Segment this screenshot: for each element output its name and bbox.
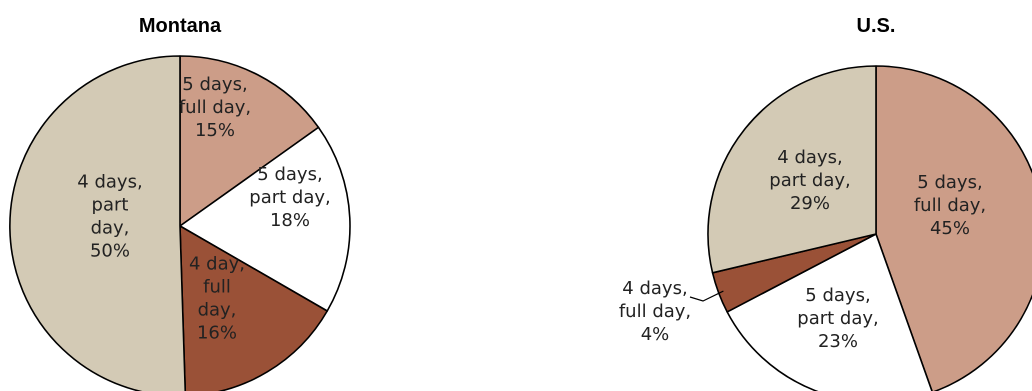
us-slice-0 bbox=[875, 65, 1032, 391]
montana-slice-label-1: 5 days, part day, 18% bbox=[249, 164, 330, 231]
montana-slice-label-0: 5 days, full day, 15% bbox=[179, 74, 251, 141]
montana-slice-1 bbox=[179, 126, 351, 312]
montana-slice-0 bbox=[179, 55, 320, 227]
us-slice-label-1: 5 days, part day, 23% bbox=[797, 285, 878, 352]
us-slice-label-2: 4 days, full day, 4% bbox=[619, 278, 691, 345]
us-slice-label-0: 5 days, full day, 45% bbox=[914, 172, 986, 239]
montana-slice-label-3: 4 days, part day, 50% bbox=[77, 172, 142, 262]
us-chart-title: U.S. bbox=[857, 15, 896, 37]
us-slice-1 bbox=[726, 233, 933, 391]
montana-slice-2 bbox=[179, 225, 329, 391]
us-leader-line bbox=[689, 290, 724, 302]
montana-pie: 5 days, full day, 15%5 days, part day, 18%4 … bbox=[9, 55, 351, 391]
montana-chart-title: Montana bbox=[139, 15, 222, 37]
montana-slice-label-2: 4 day, full day, 16% bbox=[189, 254, 245, 344]
us-slice-label-3: 4 days, part day, 29% bbox=[769, 147, 850, 214]
us-slice-3 bbox=[707, 65, 877, 274]
us-pie: 5 days, full day, 45% 5 days, part day, 23% 4 … bbox=[619, 65, 1032, 391]
montana-slice-3 bbox=[9, 55, 187, 391]
